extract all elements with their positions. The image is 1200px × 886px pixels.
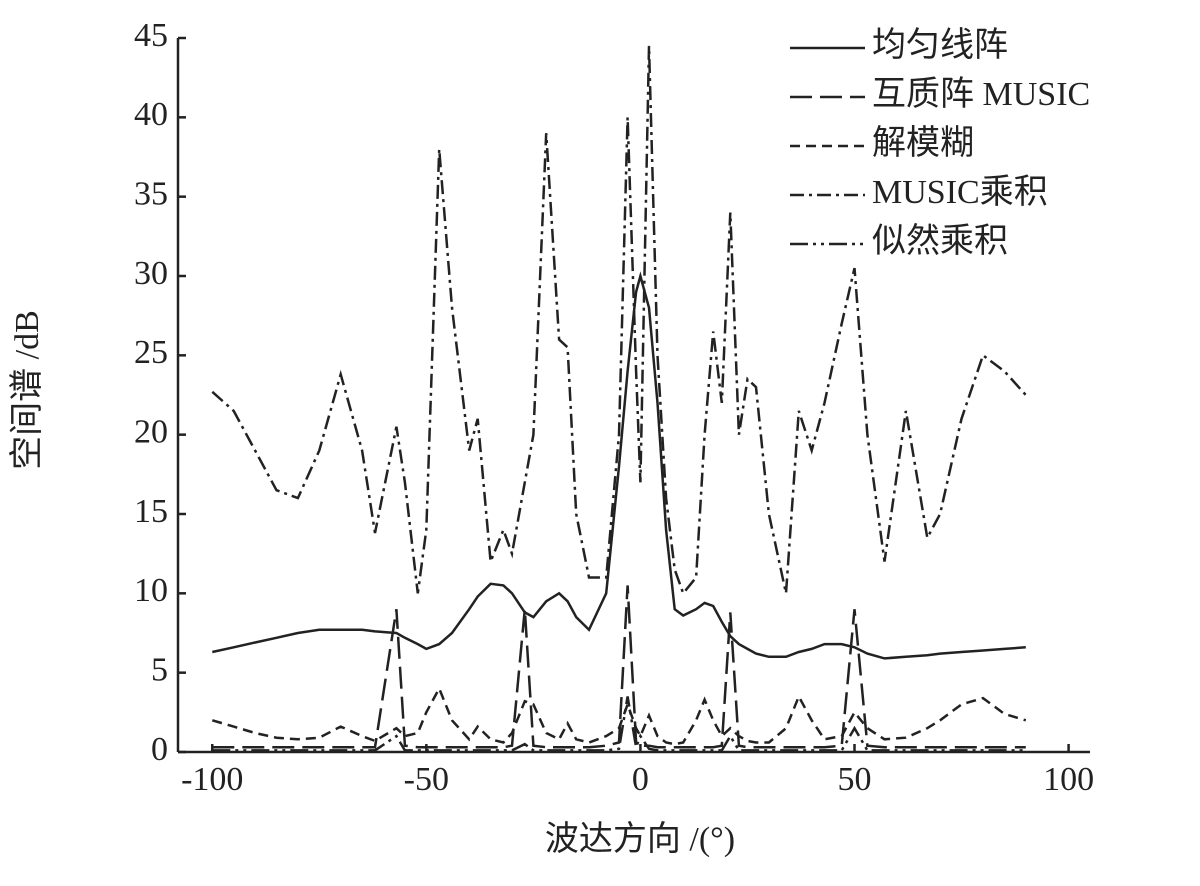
series-line — [212, 696, 1026, 752]
x-tick-label: -100 — [181, 761, 243, 798]
legend-label: 互质阵 MUSIC — [872, 75, 1090, 113]
series-line — [212, 585, 1026, 749]
x-tick-label: 100 — [1043, 761, 1094, 798]
y-tick-label: 30 — [134, 255, 168, 292]
series-line — [211, 685, 1027, 746]
x-tick-label: 0 — [632, 761, 649, 798]
x-tick-label: 50 — [838, 761, 872, 798]
y-tick-label: 25 — [134, 334, 168, 371]
legend-label: MUSIC乘积 — [872, 173, 1048, 211]
y-tick-label: 5 — [151, 651, 168, 688]
legend-label: 均匀线阵 — [872, 26, 1008, 64]
y-tick-label: 40 — [134, 96, 168, 133]
y-tick-label: 20 — [134, 413, 168, 450]
y-axis-label: 空间谱 /dB — [8, 310, 46, 470]
y-tick-label: 15 — [134, 493, 168, 530]
y-tick-label: 35 — [134, 175, 168, 212]
y-tick-label: 0 — [151, 731, 168, 768]
y-tick-label: 10 — [134, 572, 168, 609]
y-tick-label: 45 — [134, 17, 168, 54]
x-tick-label: -50 — [404, 761, 449, 798]
series-line — [211, 45, 1027, 596]
series-line — [212, 271, 1026, 660]
x-axis-label: 波达方向 /(°) — [545, 820, 735, 858]
legend-label: 解模糊 — [872, 124, 974, 162]
legend-label: 似然乘积 — [872, 222, 1008, 260]
